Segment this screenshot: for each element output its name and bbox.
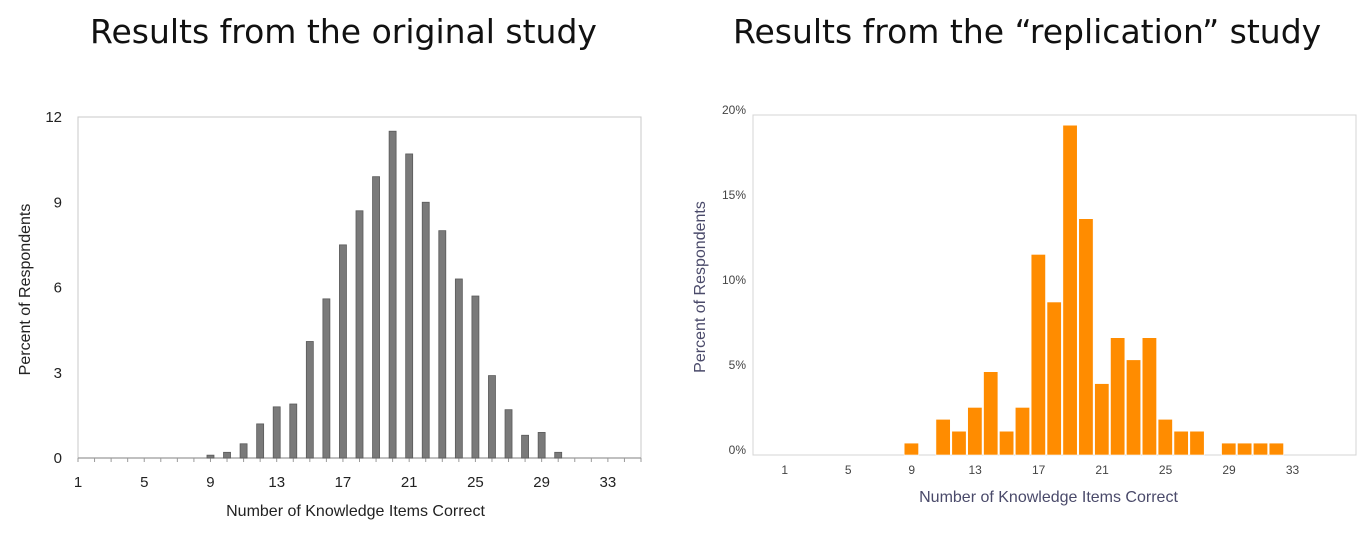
y-tick-label: 0%	[729, 443, 747, 457]
replication-study-chart: 1 5 9 13 17 21 25 29 33 0% 5% 10% 15% 20% Number of Kn…	[692, 103, 1357, 506]
bar	[1094, 383, 1110, 456]
bar	[289, 403, 298, 459]
x-tick-label: 9	[206, 474, 214, 491]
bar	[421, 201, 430, 459]
bar	[339, 244, 347, 459]
y-tick-label: 0	[54, 450, 62, 467]
x-axis-title: Number of Knowledge Items Correct	[226, 503, 485, 520]
bar	[305, 341, 314, 459]
bar	[256, 423, 265, 459]
x-tick-label: 33	[600, 474, 617, 491]
x-tick-label: 17	[335, 474, 352, 491]
bar	[1141, 337, 1157, 456]
x-tick-label: 9	[908, 463, 915, 477]
x-tick-label: 5	[140, 474, 148, 491]
x-tick-label: 13	[268, 474, 285, 491]
x-axis-title: Number of Knowledge Items Correct	[919, 489, 1178, 506]
bar	[1030, 254, 1046, 456]
y-tick-label: 12	[45, 109, 62, 126]
right-chart-heading: Results from the “replication” study	[733, 12, 1322, 51]
bar	[322, 298, 331, 459]
bar	[388, 130, 397, 459]
bar	[554, 451, 563, 459]
x-tick-label: 1	[781, 463, 788, 477]
bar	[272, 406, 281, 459]
bar	[239, 443, 248, 459]
bar	[405, 153, 414, 459]
x-tick-label: 21	[1095, 463, 1109, 477]
bar	[967, 407, 983, 456]
bar	[1157, 418, 1173, 456]
x-tick-label: 1	[74, 474, 82, 491]
bar	[355, 210, 364, 459]
x-tick-label: 25	[1159, 463, 1173, 477]
bar	[521, 434, 529, 459]
y-tick-label: 9	[54, 194, 62, 211]
bar	[1268, 442, 1284, 456]
bar	[951, 430, 967, 456]
y-tick-label: 5%	[729, 358, 747, 372]
bar	[935, 418, 951, 456]
bar	[999, 430, 1015, 456]
y-tick-label: 3	[54, 365, 62, 382]
bar	[488, 375, 496, 459]
bar	[504, 409, 513, 459]
y-axis-title: Percent of Respondents	[17, 204, 34, 376]
x-tick-label: 33	[1286, 463, 1300, 477]
y-tick-label: 6	[54, 280, 62, 297]
bar	[1252, 442, 1268, 456]
bar	[1046, 301, 1062, 456]
bar	[206, 454, 215, 459]
bar	[1110, 337, 1126, 456]
bar	[438, 230, 447, 459]
bar	[1062, 124, 1078, 456]
bar	[372, 176, 380, 459]
y-tick-label: 15%	[722, 188, 746, 202]
bar	[983, 371, 999, 456]
bar	[1237, 442, 1253, 456]
y-axis-title: Percent of Respondents	[692, 201, 709, 373]
x-tick-label: 25	[467, 474, 484, 491]
y-tick-label: 10%	[722, 273, 746, 287]
bar	[1014, 407, 1030, 456]
bar	[1126, 359, 1142, 456]
bar	[1189, 430, 1205, 456]
x-tick-label: 29	[1222, 463, 1236, 477]
bar	[903, 442, 919, 456]
y-tick-label: 20%	[722, 103, 746, 117]
bar	[471, 295, 480, 459]
bar	[223, 451, 231, 459]
bar	[454, 278, 463, 459]
left-chart-heading: Results from the original study	[90, 12, 597, 51]
bar	[1078, 218, 1094, 456]
bar	[537, 432, 546, 459]
x-tick-label: 13	[968, 463, 982, 477]
x-tick-label: 21	[401, 474, 418, 491]
bar	[1173, 430, 1189, 456]
x-tick-label: 5	[845, 463, 852, 477]
x-tick-label: 17	[1032, 463, 1046, 477]
bar	[1221, 442, 1237, 456]
x-tick-label: 29	[533, 474, 550, 491]
original-study-chart: 1 5 9 13 17 21 25 29 33 0 3 6 9 12 Number of Knowledge…	[17, 109, 642, 520]
